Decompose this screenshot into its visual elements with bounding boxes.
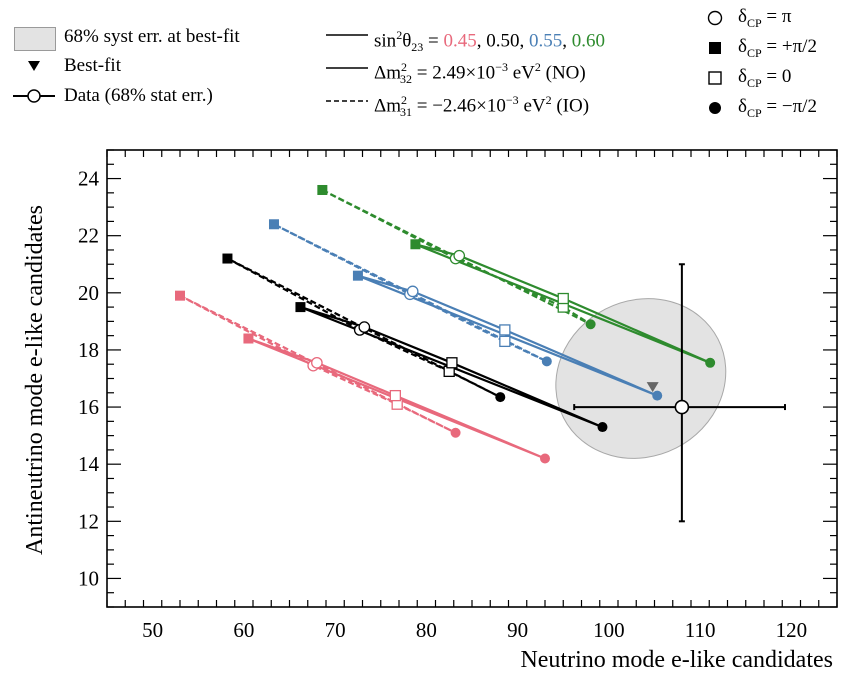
no-point-s060-plus_pi2 <box>410 239 421 250</box>
data-marker-icon <box>13 89 55 103</box>
plot-frame <box>106 149 838 608</box>
legend-data-label: Data (68% stat err.) <box>64 85 213 106</box>
io-line-icon <box>326 100 368 102</box>
open-circle-marker-icon <box>707 10 723 26</box>
no-point-s045-minus_pi2 <box>540 453 550 464</box>
io-point-s055-plus_pi2 <box>268 219 279 230</box>
no-point-s050-minus_pi2 <box>597 422 608 433</box>
no-point-s050-pi <box>358 321 371 333</box>
x-tick-label: 50 <box>142 618 163 642</box>
no-point-s060-minus_pi2 <box>705 357 716 368</box>
legend-bestfit-label: Best-fit <box>64 55 121 76</box>
legend: 68% syst err. at best-fit Best-fit Data … <box>0 0 857 130</box>
y-tick-label: 24 <box>78 167 100 191</box>
filled-circle-marker-icon <box>709 102 721 114</box>
legend-dcp-minus-pi2: δCP = −π/2 <box>738 96 817 120</box>
sin-value-055: 0.55 <box>529 30 563 52</box>
no-point-s045-pi <box>311 356 323 369</box>
filled-square-marker-icon <box>709 42 721 54</box>
x-tick-label: 120 <box>776 618 808 642</box>
y-tick-label: 14 <box>78 452 100 476</box>
data-point <box>674 399 690 415</box>
x-tick-label: 80 <box>416 618 437 642</box>
io-point-s060-minus_pi2 <box>585 319 596 330</box>
no-line-icon <box>326 67 368 69</box>
x-tick-label: 70 <box>325 618 346 642</box>
io-point-s055-zero <box>499 335 511 348</box>
best-fit-marker-icon <box>28 61 40 71</box>
x-tick-label: 90 <box>507 618 528 642</box>
no-point-s055-zero <box>499 324 511 336</box>
y-tick-label: 20 <box>78 281 99 305</box>
io-point-s045-minus_pi2 <box>450 427 461 438</box>
no-point-s050-plus_pi2 <box>295 302 306 313</box>
io-point-s055-minus_pi2 <box>541 356 552 367</box>
sin-line-icon <box>326 34 368 36</box>
io-point-s050-minus_pi2 <box>495 392 506 403</box>
no-point-s060-pi <box>453 249 466 262</box>
no-point-s050-zero <box>446 357 458 369</box>
y-tick-label: 22 <box>78 224 99 248</box>
legend-normal-ordering: Δm232 = 2.49×10−3 eV2 (NO) <box>374 60 586 87</box>
no-point-s055-pi <box>406 285 419 298</box>
no-point-s045-plus_pi2 <box>243 333 254 344</box>
y-tick-label: 16 <box>78 395 99 419</box>
no-point-s055-minus_pi2 <box>652 390 663 401</box>
no-point-s055-plus_pi2 <box>352 270 363 281</box>
y-axis-label: Antineutrino mode e-like candidates <box>22 205 48 555</box>
no-point-s060-zero <box>557 292 569 305</box>
io-point-s050-plus_pi2 <box>222 253 233 264</box>
legend-syst-label: 68% syst err. at best-fit <box>64 26 240 47</box>
legend-sin2theta23: sin2θ23 = 0.45, 0.50, 0.55, 0.60 <box>374 28 606 55</box>
x-tick-label: 110 <box>685 618 716 642</box>
syst-error-ellipse <box>555 298 727 459</box>
io-point-s045-plus_pi2 <box>175 290 185 301</box>
y-tick-label: 18 <box>78 338 99 362</box>
sin-value-060: 0.60 <box>571 30 606 52</box>
io-point-s060-plus_pi2 <box>317 184 328 195</box>
x-tick-label: 60 <box>233 618 254 642</box>
sin-value-050: 0.50 <box>486 30 520 52</box>
open-square-marker-icon <box>708 71 722 85</box>
legend-dcp-zero: δCP = 0 <box>738 66 792 90</box>
legend-dcp-plus-pi2: δCP = +π/2 <box>738 36 817 60</box>
y-tick-label: 12 <box>78 509 99 533</box>
plot-area <box>175 184 786 523</box>
legend-inverted-ordering: Δm231 = −2.46×10−3 eV2 (IO) <box>374 93 590 120</box>
x-axis-label: Neutrino mode e-like candidates <box>520 647 833 673</box>
best-fit-marker <box>646 382 659 393</box>
no-point-s045-zero <box>389 389 402 402</box>
x-tick-label: 100 <box>593 618 625 642</box>
syst-error-swatch <box>14 27 56 51</box>
legend-dcp-pi: δCP = π <box>738 6 792 30</box>
sin-value-045: 0.45 <box>443 30 477 52</box>
y-tick-label: 10 <box>78 566 99 590</box>
axis-ticks: 50 60 70 80 90 100 110 120 10 12 14 16 18 20 22 24 <box>78 149 838 642</box>
